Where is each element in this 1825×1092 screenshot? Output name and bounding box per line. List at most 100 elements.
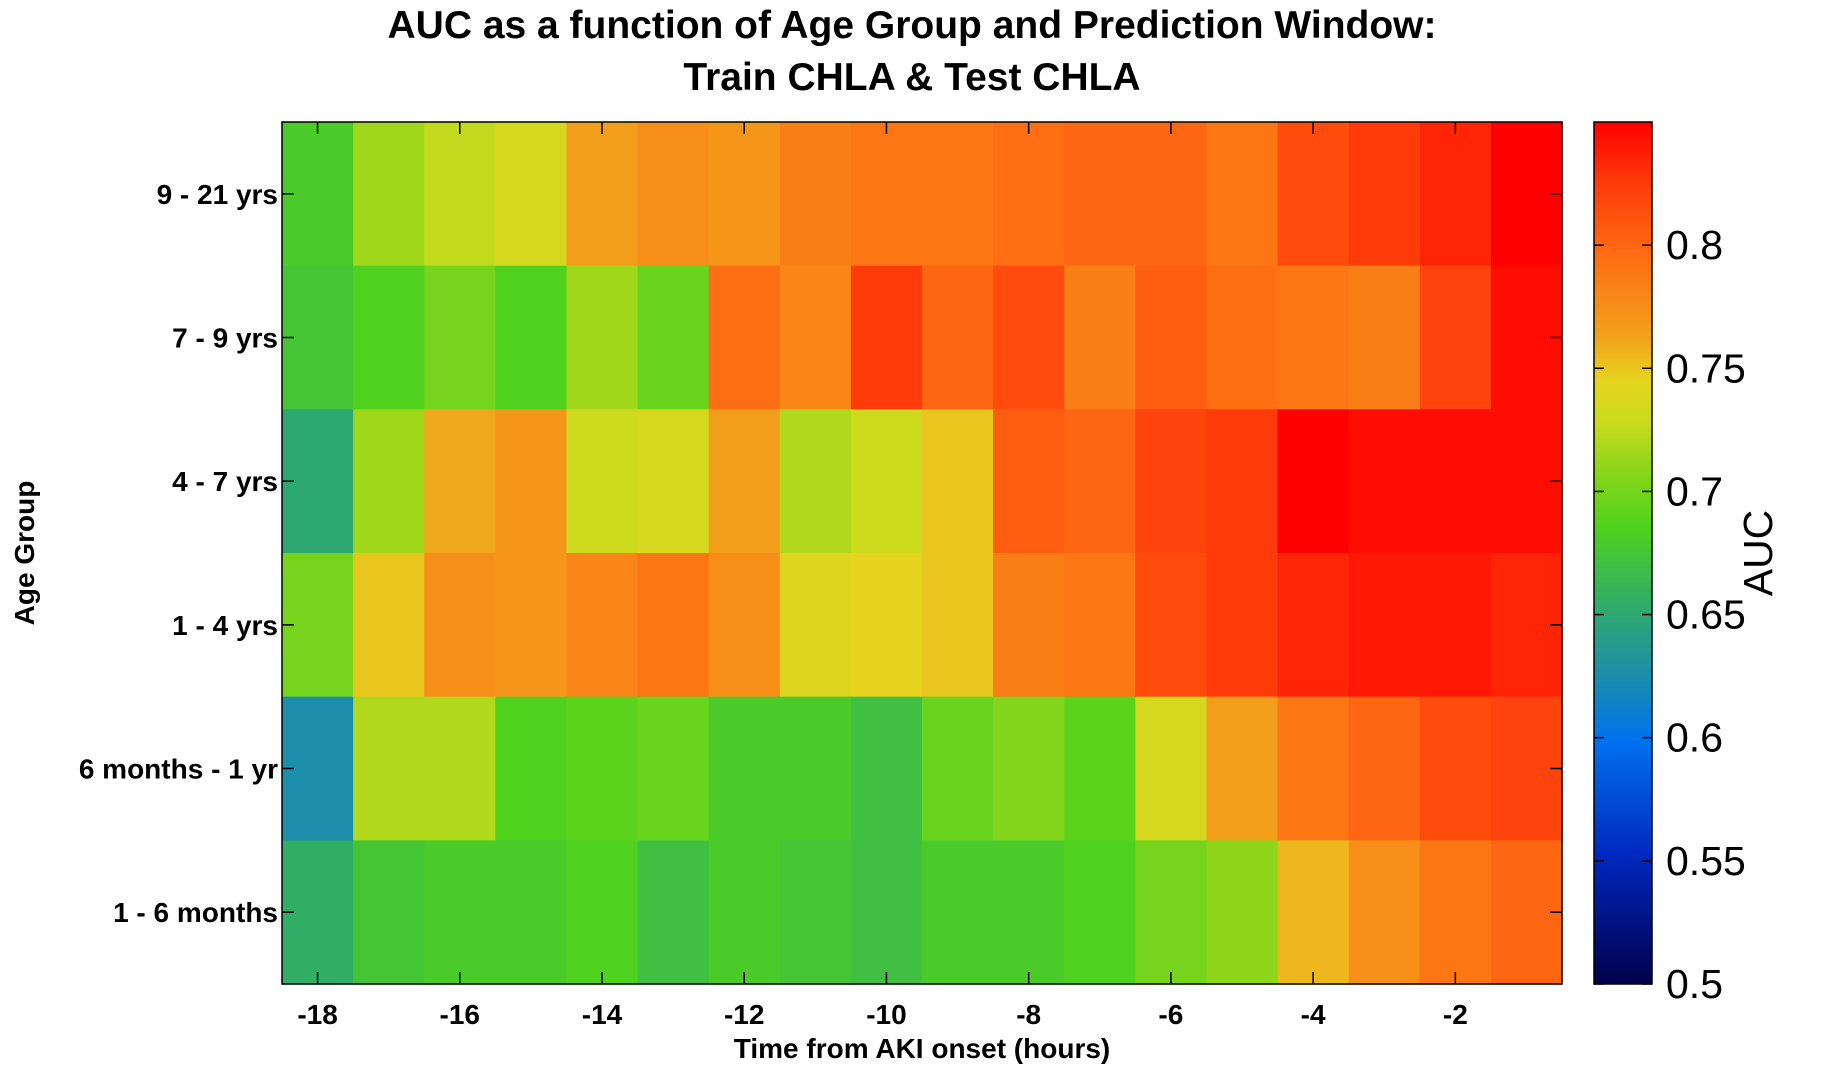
heatmap-cell (1419, 840, 1492, 985)
x-tick-label: -4 (1301, 999, 1326, 1030)
heatmap-cell (1277, 553, 1350, 698)
heatmap-cell (637, 265, 710, 410)
x-tick-label: -6 (1158, 999, 1183, 1030)
heatmap-cell (1348, 409, 1421, 554)
heatmap-cell (424, 696, 496, 841)
heatmap-cell (1206, 409, 1279, 554)
heatmap-cell (495, 553, 568, 698)
heatmap-cell (993, 553, 1065, 698)
heatmap-cell (922, 696, 994, 841)
colorbar-tick-label: 0.55 (1666, 838, 1746, 884)
heatmap-cell (1206, 553, 1279, 698)
heatmap-cell (495, 696, 568, 841)
heatmap-cell (993, 840, 1065, 985)
heatmap-cell (993, 122, 1065, 267)
heatmap-cell (1064, 840, 1136, 985)
heatmap-cell (850, 122, 923, 267)
heatmap-cell (1064, 409, 1136, 554)
heatmap-cell (566, 409, 639, 554)
heatmap-cell (779, 553, 852, 698)
heatmap-cell (495, 409, 568, 554)
colorbar-ticks: 0.5 0.55 0.6 0.65 0.7 0.75 0.8 (1594, 222, 1746, 1007)
heatmap-cell (424, 553, 496, 698)
heatmap-cells (282, 122, 1563, 985)
y-tick-label: 1 - 4 yrs (172, 610, 278, 641)
heatmap-cell (850, 840, 923, 985)
heatmap-cell (637, 840, 710, 985)
heatmap-cell (779, 409, 852, 554)
heatmap-cell (353, 840, 425, 985)
chart-subtitle: Train CHLA & Test CHLA (683, 56, 1140, 99)
heatmap-cell (424, 122, 496, 267)
heatmap-cell (637, 409, 710, 554)
heatmap-cell (1064, 553, 1136, 698)
heatmap-cell (1277, 696, 1350, 841)
y-tick-label: 1 - 6 months (113, 897, 278, 928)
heatmap-cell (353, 122, 425, 267)
x-tick-label: -14 (582, 999, 623, 1030)
heatmap-cell (1206, 265, 1279, 410)
heatmap-cell (1419, 409, 1492, 554)
x-tick-label: -8 (1016, 999, 1041, 1030)
heatmap-cell (1135, 122, 1208, 267)
heatmap-cell (922, 553, 994, 698)
heatmap-cell (1348, 122, 1421, 267)
heatmap-cell (1064, 122, 1136, 267)
heatmap-cell (993, 265, 1065, 410)
heatmap-cell (1419, 265, 1492, 410)
heatmap-cell (424, 409, 496, 554)
heatmap-cell (1064, 696, 1136, 841)
heatmap-cell (1348, 840, 1421, 985)
heatmap-cell (495, 840, 568, 985)
heatmap-cell (1277, 265, 1350, 410)
heatmap-cell (779, 122, 852, 267)
heatmap-cell (779, 265, 852, 410)
heatmap-cell (1277, 122, 1350, 267)
heatmap-cell (922, 409, 994, 554)
heatmap-cell (1206, 840, 1279, 985)
heatmap-cell (850, 696, 923, 841)
heatmap-cell (637, 696, 710, 841)
heatmap-cell (1135, 553, 1208, 698)
heatmap-cell (495, 265, 568, 410)
heatmap-cell (708, 409, 781, 554)
heatmap-cell (850, 553, 923, 698)
heatmap-cell (850, 409, 923, 554)
plot-frame (281, 121, 1563, 985)
x-tick-label: -2 (1443, 999, 1468, 1030)
heatmap-cell (1348, 696, 1421, 841)
y-axis-label: Age Group (9, 481, 40, 626)
y-tick-label: 4 - 7 yrs (172, 466, 278, 497)
heatmap-cell (708, 265, 781, 410)
colorbar-tick-label: 0.7 (1666, 468, 1723, 514)
x-tick-label: -12 (724, 999, 764, 1030)
heatmap-cell (495, 122, 568, 267)
colorbar-tick-label: 0.65 (1666, 592, 1746, 638)
heatmap-cell (637, 122, 710, 267)
heatmap-cell (708, 840, 781, 985)
x-axis-label: Time from AKI onset (hours) (734, 1033, 1110, 1064)
heatmap-cell (566, 122, 639, 267)
heatmap-cell (922, 122, 994, 267)
heatmap-cell (353, 409, 425, 554)
heatmap-cell (566, 696, 639, 841)
y-tick-label: 7 - 9 yrs (172, 323, 278, 354)
heatmap-cell (353, 696, 425, 841)
y-tick-label: 6 months - 1 yr (79, 754, 278, 785)
heatmap-cell (1135, 840, 1208, 985)
heatmap-cell (566, 553, 639, 698)
heatmap-cell (708, 696, 781, 841)
heatmap-cell (637, 553, 710, 698)
x-tick-label: -16 (440, 999, 480, 1030)
y-tick-label: 9 - 21 yrs (157, 179, 278, 210)
x-axis-ticks: -18 -16 -14 -12 -10 -8 -6 -4 -2 (297, 122, 1468, 1030)
heatmap-cell (353, 265, 425, 410)
heatmap-cell (1135, 409, 1208, 554)
heatmap-cell (1419, 553, 1492, 698)
heatmap-cell (1064, 265, 1136, 410)
colorbar-tick-label: 0.8 (1666, 222, 1723, 268)
heatmap-cell (1348, 553, 1421, 698)
heatmap-cell (993, 696, 1065, 841)
heatmap-cell (708, 553, 781, 698)
